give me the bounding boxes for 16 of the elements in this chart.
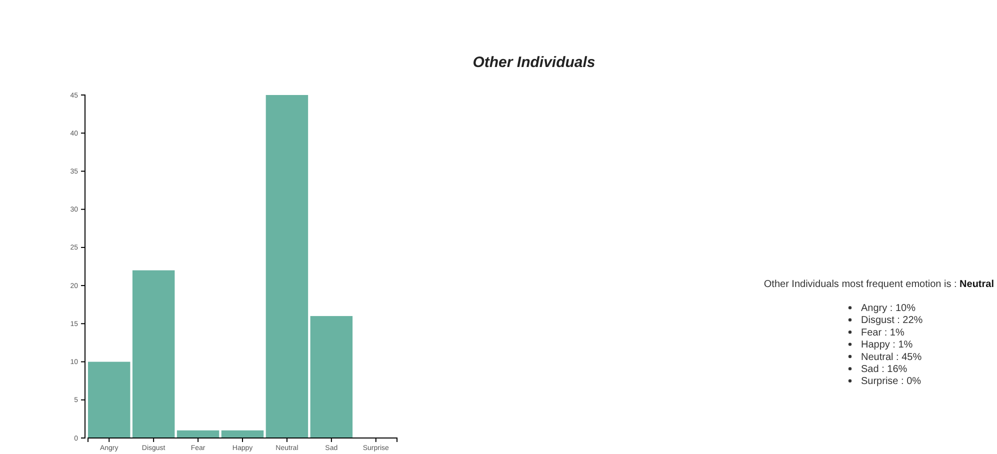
bar xyxy=(221,430,264,438)
text: Disgust : 22% xyxy=(861,315,923,326)
bar xyxy=(310,316,353,438)
bar xyxy=(266,95,308,438)
bar xyxy=(176,430,220,438)
text: Other Individuals xyxy=(472,54,596,71)
text: Fear : 1% xyxy=(861,327,904,338)
text: Surprise : 0% xyxy=(861,376,922,388)
text: Happy : 1% xyxy=(861,340,913,351)
text: Other Individuals most frequent emotion is : xyxy=(764,279,957,290)
bar xyxy=(88,362,130,438)
text: Sad : 16% xyxy=(861,364,908,375)
text: Angry : 10% xyxy=(861,303,916,314)
text: Neutral xyxy=(956,279,994,290)
bar xyxy=(132,270,175,438)
text: Neutral : 45% xyxy=(861,352,922,363)
